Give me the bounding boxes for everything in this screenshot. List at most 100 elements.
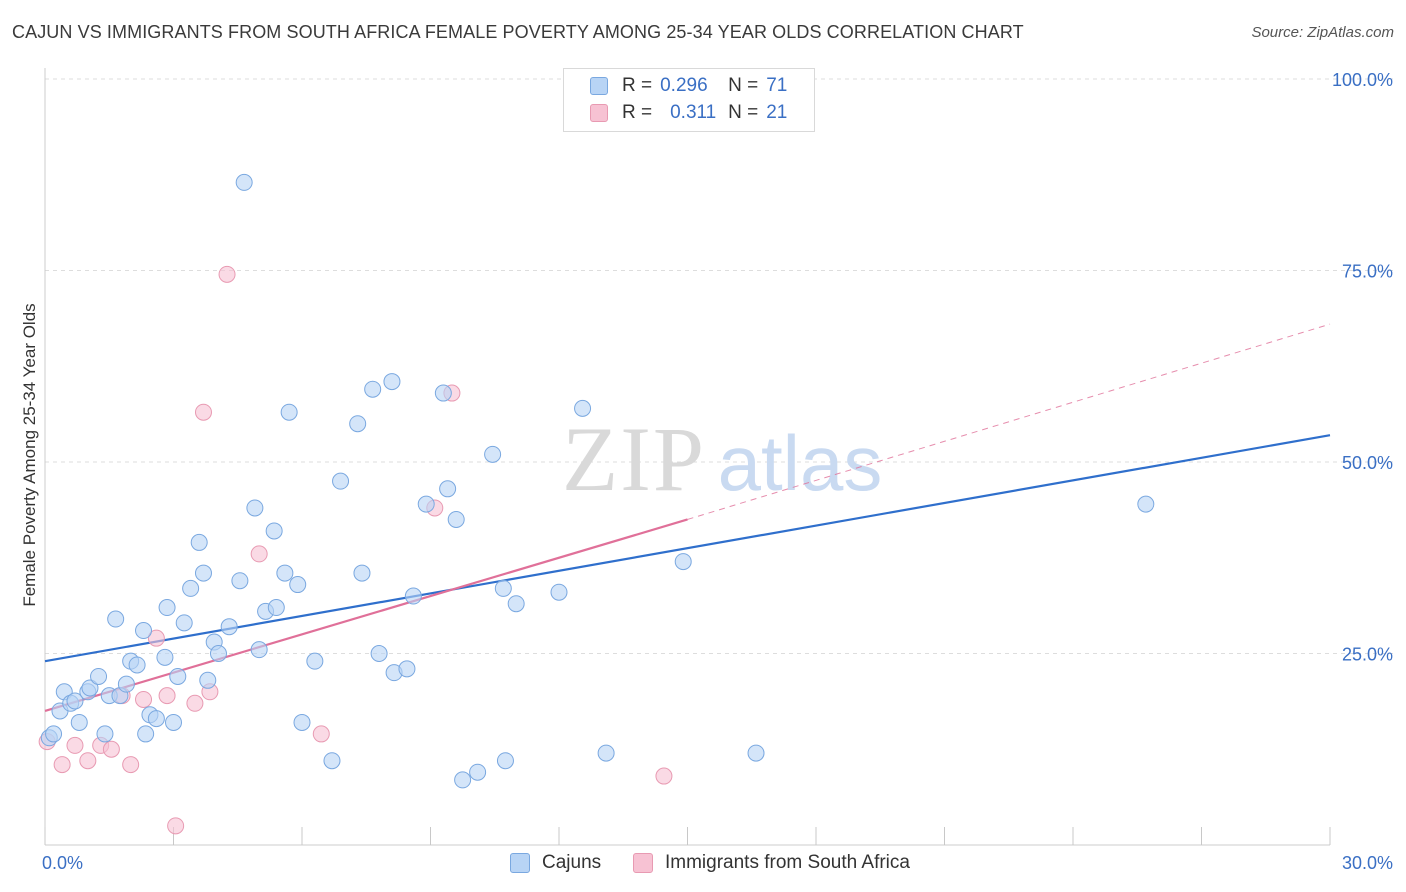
data-point-cajun	[276, 564, 294, 582]
data-point-south-africa	[53, 756, 71, 774]
data-point-cajun	[117, 675, 135, 693]
data-point-cajun	[417, 495, 435, 513]
data-point-south-africa	[122, 756, 140, 774]
data-point-cajun	[332, 472, 350, 490]
data-point-cajun	[574, 399, 592, 417]
data-point-cajun	[199, 671, 217, 689]
legend-item-south-africa[interactable]: Immigrants from South Africa	[633, 852, 910, 874]
n-value: 71	[766, 75, 788, 96]
watermark: ZIP atlas	[562, 408, 882, 510]
data-point-south-africa	[655, 767, 673, 785]
data-point-cajun	[550, 583, 568, 601]
data-point-south-africa	[186, 694, 204, 712]
data-point-south-africa	[194, 403, 212, 421]
r-value: 0.311	[670, 102, 717, 123]
south-africa-swatch	[633, 853, 653, 873]
data-point-cajun	[370, 645, 388, 662]
data-point-cajun	[220, 618, 238, 636]
data-point-south-africa	[79, 752, 97, 770]
data-point-cajun	[156, 648, 174, 666]
data-point-south-africa	[158, 687, 176, 705]
legend-row-south-africa: R = 0.311 N = 21	[590, 100, 787, 126]
data-point-cajun	[747, 744, 765, 762]
r-label: R =	[622, 75, 653, 96]
data-point-cajun	[128, 656, 146, 674]
correlation-legend: R = 0.296 N = 71 R = 0.311 N = 21	[563, 68, 815, 132]
data-point-south-africa	[167, 817, 185, 835]
data-point-cajun	[507, 595, 525, 613]
data-point-cajun	[404, 587, 422, 605]
y-tick-label: 25.0%	[1342, 645, 1393, 665]
data-point-cajun	[231, 572, 249, 590]
data-point-cajun	[496, 752, 514, 770]
r-value: 0.296	[660, 75, 708, 96]
data-point-cajun	[1137, 495, 1155, 513]
n-value: 21	[766, 102, 788, 123]
legend-item-cajuns[interactable]: Cajuns	[510, 852, 601, 874]
y-tick-label: 50.0%	[1342, 453, 1393, 473]
data-point-cajun	[169, 667, 187, 685]
axes	[44, 68, 1331, 846]
data-point-cajun	[364, 380, 382, 398]
data-point-cajun	[182, 579, 200, 597]
legend-label: Cajuns	[542, 852, 602, 873]
data-point-cajun	[90, 667, 108, 685]
trend-lines	[44, 323, 1331, 713]
data-point-cajun	[398, 660, 416, 678]
data-point-cajun	[674, 553, 692, 571]
data-point-cajun	[45, 725, 63, 743]
legend-row-cajuns: R = 0.296 N = 71	[590, 73, 787, 99]
y-tick-label: 100.0%	[1332, 70, 1393, 90]
data-point-cajun	[306, 652, 324, 670]
data-point-cajun	[190, 533, 208, 551]
source-credit: Source: ZipAtlas.com	[1251, 24, 1394, 41]
data-point-cajun	[469, 763, 487, 781]
grid-lines	[45, 78, 1395, 654]
data-point-cajun	[293, 713, 311, 731]
data-point-south-africa	[250, 545, 268, 563]
data-point-cajun	[447, 510, 465, 528]
y-axis-label: Female Poverty Among 25-34 Year Olds	[20, 303, 39, 606]
data-point-cajun	[175, 614, 193, 632]
data-point-south-africa	[218, 265, 236, 283]
data-point-cajun	[209, 645, 227, 662]
data-point-cajun	[165, 713, 182, 731]
data-point-cajun	[147, 710, 165, 728]
data-point-south-africa	[312, 725, 330, 743]
data-point-cajun	[439, 480, 457, 498]
watermark-zip: ZIP	[562, 408, 706, 510]
n-label: N =	[728, 75, 759, 96]
data-point-south-africa	[66, 736, 84, 754]
y-tick-label: 75.0%	[1342, 262, 1393, 282]
data-point-cajun	[353, 564, 371, 582]
data-point-cajun	[597, 744, 615, 762]
data-point-cajun	[289, 576, 307, 594]
legend-label: Immigrants from South Africa	[665, 852, 910, 873]
trend-line-south-africa	[44, 518, 688, 713]
data-point-cajun	[250, 641, 268, 659]
data-point-cajun	[434, 384, 452, 402]
data-point-cajun	[96, 725, 114, 743]
data-point-cajun	[349, 415, 367, 433]
data-point-south-africa	[135, 690, 153, 708]
cajun-swatch	[510, 853, 530, 873]
x-tick-label: 0.0%	[42, 853, 83, 873]
data-point-cajun	[265, 522, 283, 540]
trend-line-cajun	[44, 434, 1331, 663]
data-point-cajun	[246, 499, 264, 517]
data-point-cajun	[158, 599, 176, 617]
watermark-atlas: atlas	[718, 419, 883, 507]
data-points	[38, 173, 1155, 835]
n-label: N =	[728, 102, 759, 123]
cajun-swatch	[590, 77, 608, 95]
x-tick-label: 30.0%	[1342, 853, 1393, 873]
data-point-cajun	[81, 679, 99, 697]
data-point-cajun	[454, 771, 472, 789]
data-point-cajun	[66, 692, 84, 710]
data-point-south-africa	[147, 629, 165, 647]
data-point-cajun	[280, 403, 298, 421]
tick-labels: 25.0% 50.0% 75.0% 100.0% 0.0% 30.0%	[42, 70, 1393, 873]
data-point-cajun	[383, 373, 401, 391]
trend-line-south-africa-extension	[687, 323, 1331, 520]
r-label: R =	[622, 102, 653, 123]
